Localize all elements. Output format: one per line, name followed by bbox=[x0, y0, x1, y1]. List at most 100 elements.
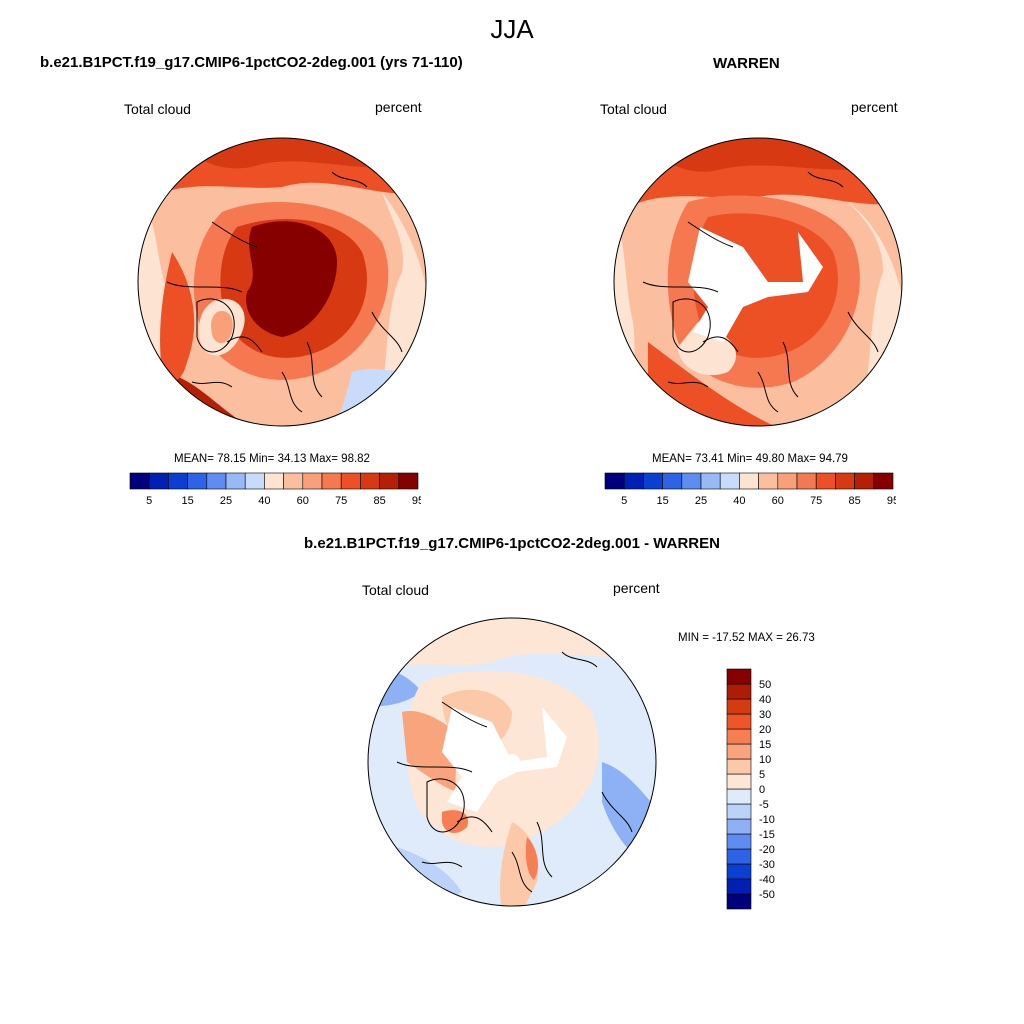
diff-stats: MIN = -17.52 MAX = 26.73 bbox=[678, 632, 815, 644]
right-colorbar-tick-label: 15 bbox=[656, 495, 668, 507]
diff-colorbar-tick-label: -30 bbox=[759, 859, 775, 871]
left-colorbar-box bbox=[187, 472, 208, 490]
right-colorbar-box bbox=[796, 472, 817, 490]
right-colorbar-tick-label: 60 bbox=[772, 495, 784, 507]
left-colorbar-tick-label: 60 bbox=[297, 495, 309, 507]
diff-variable-label: Total cloud bbox=[362, 582, 429, 598]
right-colorbar-box bbox=[700, 472, 721, 490]
right-colorbar-box bbox=[604, 472, 625, 490]
left-colorbar-tick-label: 25 bbox=[220, 495, 232, 507]
right-polar-map bbox=[613, 137, 903, 427]
diff-colorbar-tick-label: -15 bbox=[759, 829, 775, 841]
left-colorbar-tick-label: 5 bbox=[146, 495, 152, 507]
left-colorbar-box bbox=[321, 472, 342, 490]
right-colorbar-box bbox=[815, 472, 836, 490]
diff-colorbar-box bbox=[726, 803, 752, 820]
right-colorbar-tick-label: 95 bbox=[887, 495, 896, 507]
right-units-label: percent bbox=[851, 99, 898, 115]
diff-colorbar-tick-label: 15 bbox=[759, 739, 771, 751]
diff-colorbar-box bbox=[726, 863, 752, 880]
diff-colorbar-tick-label: 0 bbox=[759, 784, 765, 796]
left-colorbar-box bbox=[360, 472, 380, 490]
left-colorbar-tick-label: 15 bbox=[181, 495, 193, 507]
diff-colorbar-tick-label: 5 bbox=[759, 769, 765, 781]
diff-colorbar-swatches bbox=[726, 668, 752, 910]
left-colorbar-box bbox=[225, 472, 246, 490]
diff-colorbar-box bbox=[726, 788, 752, 805]
right-stats: MEAN= 73.41 Min= 49.80 Max= 94.79 bbox=[652, 453, 848, 465]
diff-colorbar-tick-label: 20 bbox=[759, 724, 771, 736]
diff-colorbar-tick-label: -5 bbox=[759, 799, 769, 811]
left-colorbar-box bbox=[264, 472, 284, 490]
left-colorbar-tick-label: 75 bbox=[335, 495, 347, 507]
right-colorbar-box bbox=[662, 472, 683, 490]
diff-polar-map bbox=[367, 617, 657, 907]
left-colorbar-box bbox=[283, 472, 304, 490]
diff-colorbar-box bbox=[726, 848, 752, 865]
left-polar-map bbox=[137, 137, 427, 427]
figure-title: JJA bbox=[490, 14, 534, 44]
diff-panel-title: b.e21.B1PCT.f19_g17.CMIP6-1pctCO2-2deg.0… bbox=[304, 535, 720, 552]
right-colorbar: 5 15 25 40 60 75 85 95 bbox=[604, 472, 896, 507]
left-colorbar-tick-label: 95 bbox=[412, 495, 421, 507]
right-colorbar-box bbox=[719, 472, 740, 490]
diff-units-label: percent bbox=[613, 580, 660, 596]
right-colorbar-box bbox=[623, 472, 644, 490]
right-colorbar-box bbox=[643, 472, 663, 490]
diff-colorbar-tick-label: -10 bbox=[759, 814, 775, 826]
right-colorbar-swatches bbox=[604, 472, 894, 490]
diff-colorbar-box bbox=[726, 878, 752, 895]
left-stats: MEAN= 78.15 Min= 34.13 Max= 98.82 bbox=[174, 453, 370, 465]
left-colorbar-box bbox=[398, 472, 419, 490]
diff-colorbar-box bbox=[726, 893, 752, 910]
right-variable-label: Total cloud bbox=[600, 101, 667, 117]
left-colorbar-ticks: 5 15 25 40 60 75 85 95 bbox=[146, 495, 421, 507]
right-colorbar-tick-label: 85 bbox=[848, 495, 860, 507]
left-colorbar-box bbox=[244, 472, 265, 490]
right-colorbar-box bbox=[777, 472, 798, 490]
right-colorbar-box bbox=[835, 472, 855, 490]
left-colorbar-tick-label: 40 bbox=[258, 495, 270, 507]
right-panel-title: WARREN bbox=[713, 55, 780, 72]
diff-colorbar-box bbox=[726, 743, 752, 760]
diff-colorbar-box bbox=[726, 833, 752, 850]
left-colorbar-box bbox=[168, 472, 188, 490]
left-variable-label: Total cloud bbox=[124, 101, 191, 117]
right-colorbar-box bbox=[739, 472, 759, 490]
diff-colorbar-tick-label: 10 bbox=[759, 754, 771, 766]
right-colorbar-ticks: 5 15 25 40 60 75 85 95 bbox=[621, 495, 896, 507]
left-colorbar-tick-label: 85 bbox=[373, 495, 385, 507]
diff-colorbar-tick-label: -20 bbox=[759, 844, 775, 856]
right-colorbar-box bbox=[854, 472, 875, 490]
right-colorbar-box bbox=[681, 472, 702, 490]
left-colorbar-box bbox=[148, 472, 169, 490]
left-units-label: percent bbox=[375, 99, 422, 115]
right-colorbar-tick-label: 75 bbox=[810, 495, 822, 507]
right-colorbar-box bbox=[758, 472, 779, 490]
left-colorbar-box bbox=[129, 472, 150, 490]
diff-colorbar-tick-label: 50 bbox=[759, 679, 771, 691]
right-colorbar-tick-label: 25 bbox=[695, 495, 707, 507]
diff-colorbar-box bbox=[726, 698, 752, 715]
diff-colorbar-box bbox=[726, 818, 752, 835]
left-colorbar-box bbox=[206, 472, 227, 490]
left-colorbar-box bbox=[340, 472, 361, 490]
diff-colorbar-tick-label: 30 bbox=[759, 709, 771, 721]
left-panel-title: b.e21.B1PCT.f19_g17.CMIP6-1pctCO2-2deg.0… bbox=[40, 54, 463, 71]
diff-colorbar-box bbox=[726, 773, 752, 790]
diff-colorbar-box bbox=[726, 683, 752, 700]
right-colorbar-tick-label: 5 bbox=[621, 495, 627, 507]
diff-colorbar-box bbox=[726, 728, 752, 745]
diff-colorbar-tick-label: 40 bbox=[759, 694, 771, 706]
left-colorbar-box bbox=[302, 472, 323, 490]
left-colorbar-box bbox=[379, 472, 400, 490]
diff-colorbar-tick-label: -40 bbox=[759, 874, 775, 886]
left-colorbar-swatches bbox=[129, 472, 419, 490]
diff-colorbar-box bbox=[726, 668, 752, 685]
diff-colorbar-box bbox=[726, 758, 752, 775]
right-colorbar-tick-label: 40 bbox=[733, 495, 745, 507]
right-colorbar-box bbox=[873, 472, 894, 490]
left-colorbar: 5 15 25 40 60 75 85 95 bbox=[129, 472, 421, 507]
